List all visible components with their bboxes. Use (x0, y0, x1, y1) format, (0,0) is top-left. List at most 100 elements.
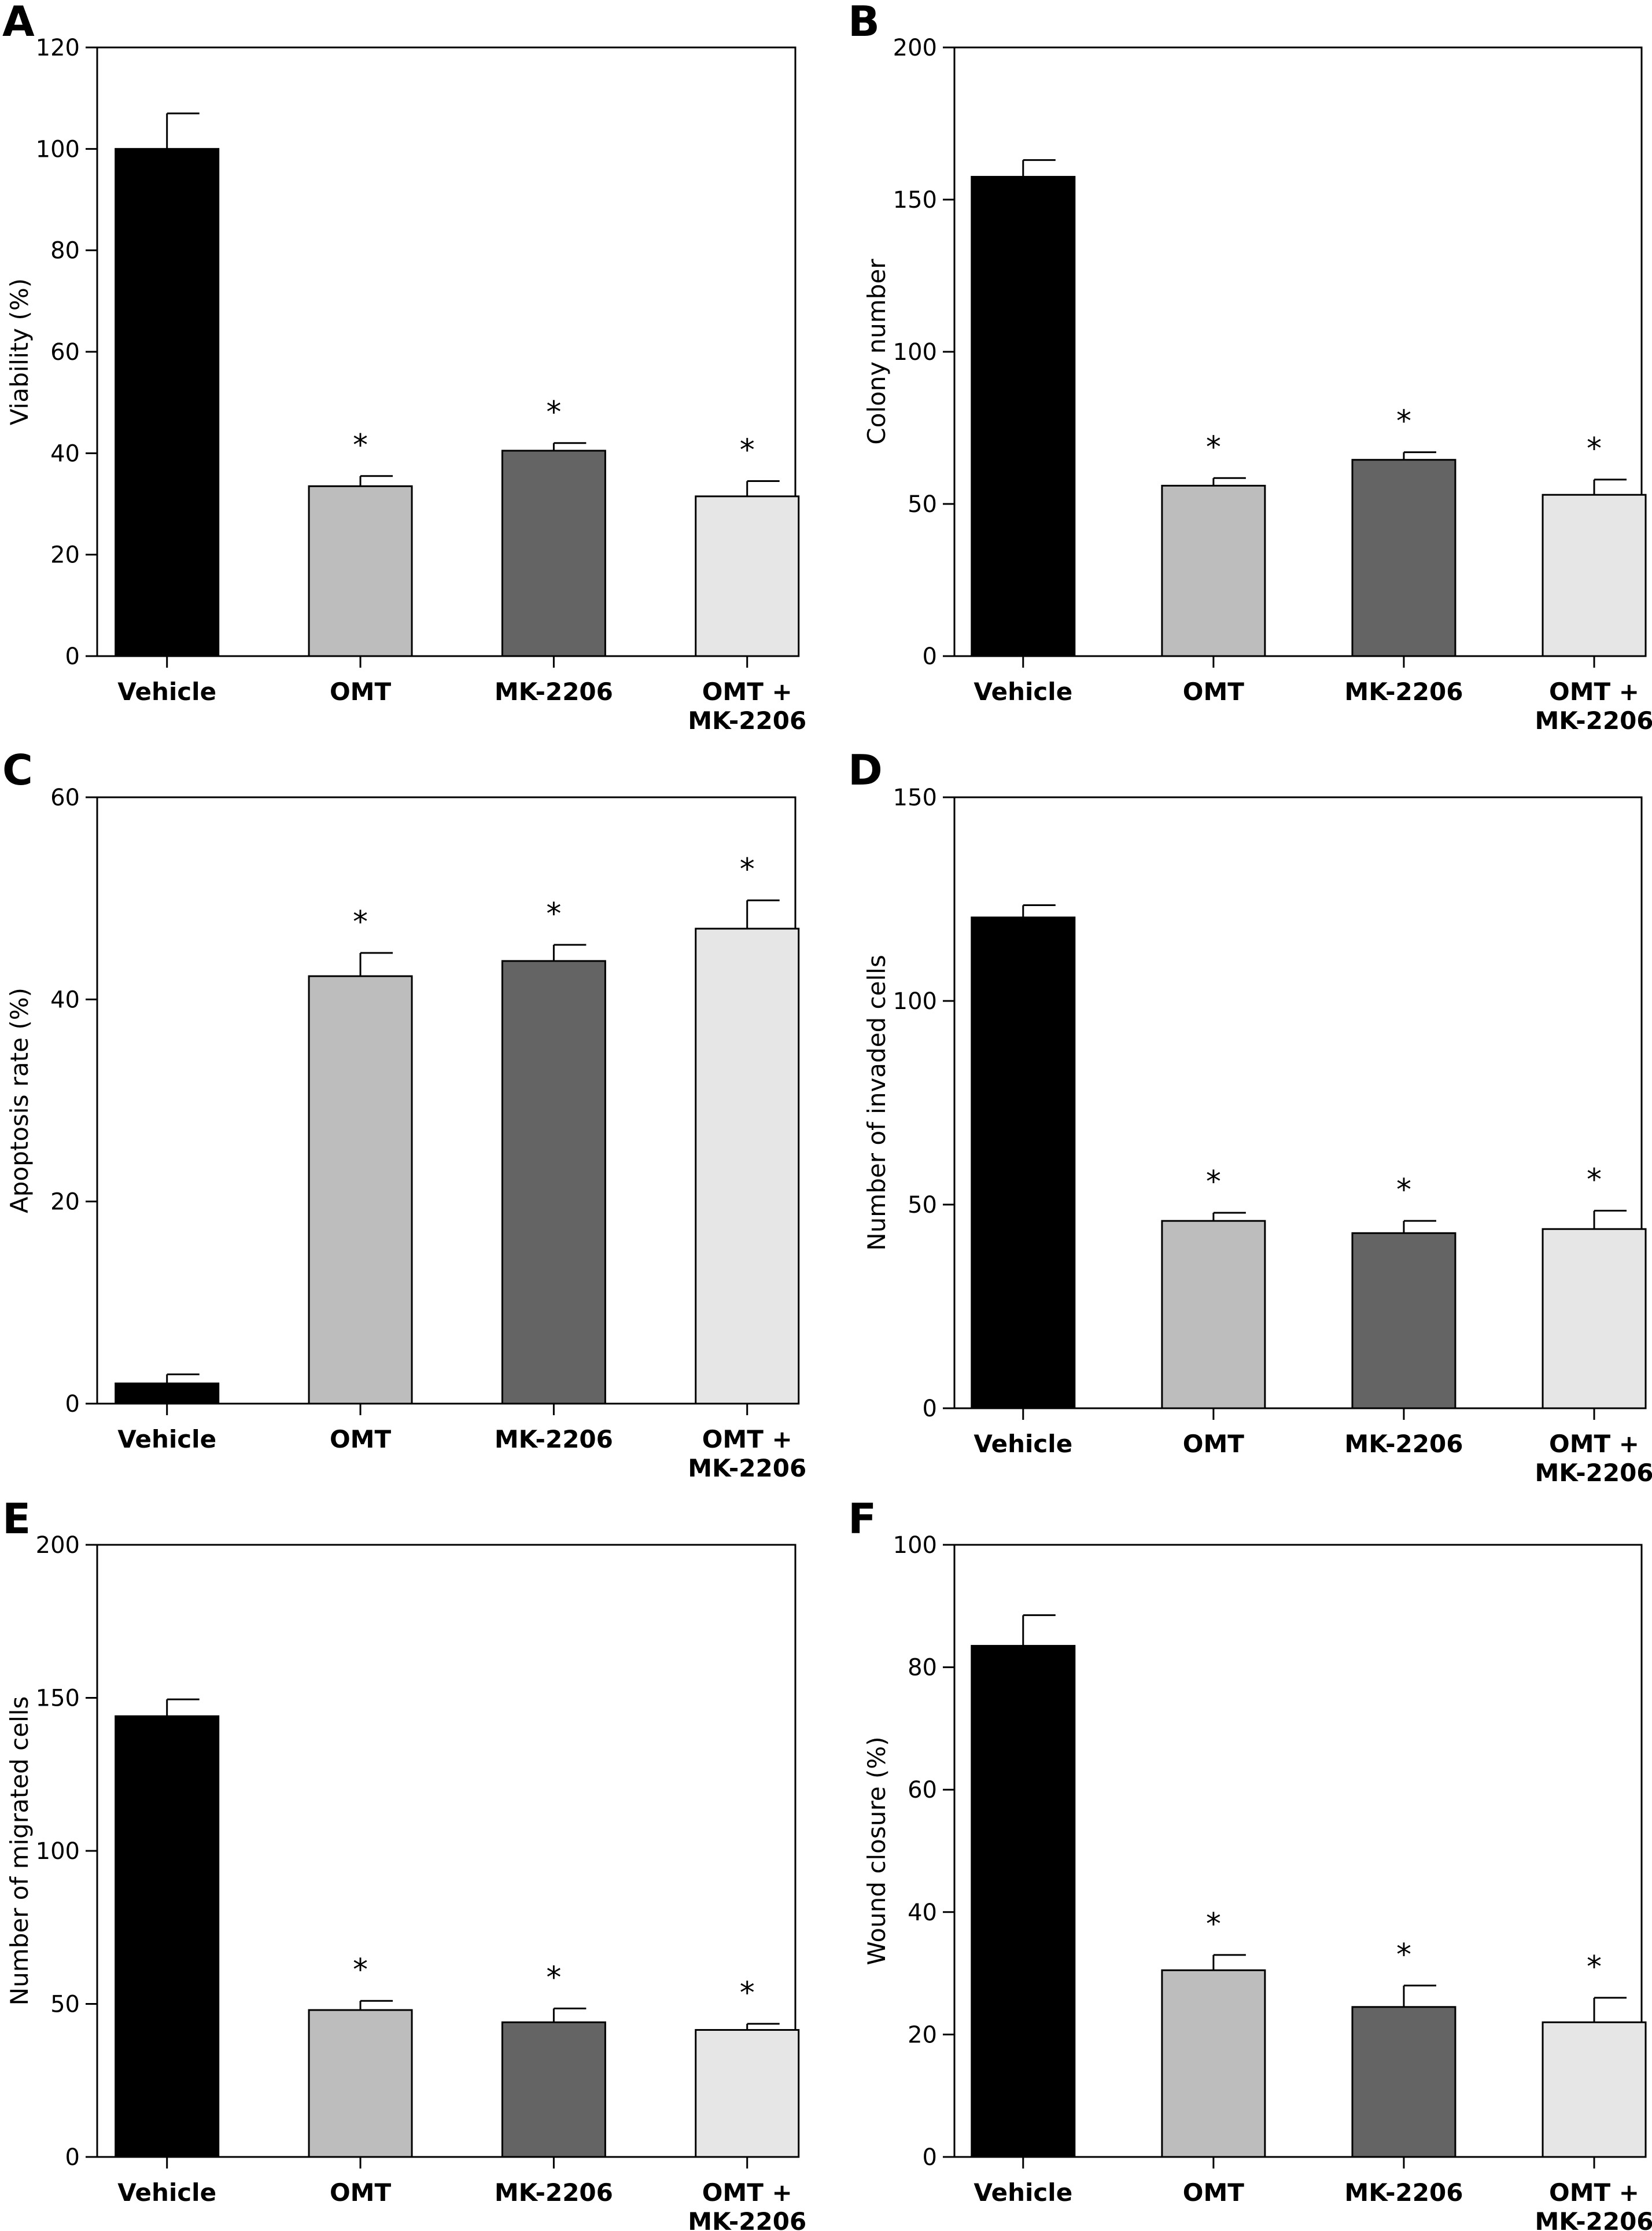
x-tick-label: OMT (1183, 678, 1244, 706)
x-tick-label: Vehicle (117, 2178, 216, 2207)
y-tick-label: 50 (50, 1991, 80, 2018)
y-tick-label: 0 (65, 1391, 80, 1418)
y-tick-label: 100 (893, 988, 937, 1015)
bar (971, 176, 1076, 657)
plot-frame (953, 796, 1643, 1409)
significance-star: * (546, 897, 561, 932)
x-tick-label: OMT (1183, 2178, 1244, 2207)
x-tick-label: MK-2206 (1344, 1430, 1463, 1458)
significance-star: * (353, 428, 368, 463)
x-tick-label: MK-2206 (688, 2207, 806, 2231)
bar (695, 927, 800, 1405)
significance-star: * (546, 395, 561, 430)
significance-star: * (1206, 1907, 1221, 1942)
bar (115, 148, 220, 657)
y-tick-label: 150 (36, 1685, 80, 1712)
panel-c: C 0 20 40 60 Apoptosis rate (%) Vehicle OMT * MK-… (2, 746, 806, 1482)
bar (1351, 459, 1456, 657)
bar (1542, 494, 1647, 657)
y-tick-label: 20 (50, 1189, 80, 1216)
y-tick-label: 40 (908, 1899, 937, 1926)
panel-letter: B (848, 0, 880, 46)
x-tick-label: Vehicle (117, 1425, 216, 1453)
y-tick-label: 150 (893, 785, 937, 811)
y-axis-label: Number of migrated cells (5, 1696, 34, 2006)
x-tick-label: Vehicle (974, 2178, 1072, 2207)
y-tick-label: 60 (50, 339, 80, 366)
bar (1161, 1969, 1266, 2158)
panel-letter: F (848, 1494, 876, 1543)
panel-letter: C (2, 746, 33, 794)
y-tick-label: 60 (908, 1777, 937, 1803)
x-tick-label: OMT (330, 678, 391, 706)
y-axis-label: Viability (%) (5, 278, 34, 425)
y-tick-label: 80 (50, 238, 80, 264)
significance-star: * (353, 1953, 368, 1987)
y-tick-label: 200 (893, 35, 937, 61)
bar (1542, 2021, 1647, 2158)
y-axis-label: Number of invaded cells (862, 955, 891, 1250)
y-tick-label: 40 (50, 986, 80, 1013)
x-tick-label: OMT (330, 1425, 391, 1453)
panel-d: D 0 50 100 150 Number of invaded cells Vehicle… (848, 746, 1652, 1487)
x-tick-label: OMT + (702, 678, 792, 706)
x-tick-label: MK-2206 (495, 678, 613, 706)
x-tick-label: OMT + (702, 2178, 792, 2207)
x-tick-label: OMT + (702, 1425, 792, 1453)
bar (971, 916, 1076, 1409)
y-tick-label: 80 (908, 1655, 937, 1681)
bar (1542, 1228, 1647, 1409)
bar (1351, 2006, 1456, 2158)
y-axis-label: Apoptosis rate (%) (5, 988, 34, 1213)
panel-letter: A (2, 0, 35, 46)
significance-star: * (1396, 1938, 1411, 1972)
x-tick-label: MK-2206 (1535, 2207, 1652, 2231)
y-tick-label: 0 (65, 2144, 80, 2171)
panel-e: E 0 50 100 150 200 Number of migrated cells Veh… (2, 1494, 806, 2231)
panel-a: A 0 20 40 60 80 100 120 Viability (%) Vehicle OMT *… (2, 0, 806, 735)
bar (501, 450, 606, 657)
y-tick-label: 150 (893, 187, 937, 213)
bar (308, 2009, 413, 2158)
x-tick-label: OMT (1183, 1430, 1244, 1458)
significance-star: * (1587, 1163, 1602, 1198)
bar (115, 1382, 220, 1405)
panel-b: B 0 50 100 150 200 Colony number Vehicle OMT * MK-… (848, 0, 1652, 735)
bar (971, 1645, 1076, 2158)
x-tick-label: MK-2206 (1344, 678, 1463, 706)
significance-star: * (1206, 1165, 1221, 1199)
significance-star: * (1396, 1173, 1411, 1207)
significance-star: * (1396, 404, 1411, 439)
y-tick-label: 0 (923, 643, 937, 670)
bar (1161, 1220, 1266, 1409)
y-tick-label: 0 (65, 643, 80, 670)
x-tick-label: Vehicle (974, 678, 1072, 706)
significance-star: * (546, 1960, 561, 1995)
significance-star: * (353, 905, 368, 940)
x-tick-label: OMT + (1549, 678, 1639, 706)
y-tick-label: 100 (893, 339, 937, 366)
bar (501, 2021, 606, 2158)
y-tick-label: 40 (50, 440, 80, 467)
bar (308, 975, 413, 1405)
significance-star: * (740, 852, 755, 887)
x-tick-label: OMT + (1549, 2178, 1639, 2207)
bar (695, 495, 800, 657)
x-tick-label: MK-2206 (1535, 706, 1652, 735)
x-tick-label: MK-2206 (495, 1425, 613, 1453)
x-tick-label: MK-2206 (1344, 2178, 1463, 2207)
y-axis-label: Wound closure (%) (862, 1736, 891, 1965)
y-tick-label: 0 (923, 2144, 937, 2171)
x-tick-label: OMT (330, 2178, 391, 2207)
y-tick-label: 0 (923, 1396, 937, 1422)
y-tick-label: 20 (50, 542, 80, 569)
x-tick-label: MK-2206 (495, 2178, 613, 2207)
y-tick-label: 60 (50, 785, 80, 811)
bar (115, 1715, 220, 2158)
significance-star: * (1206, 430, 1221, 465)
y-axis-label: Colony number (862, 259, 891, 445)
x-tick-label: Vehicle (974, 1430, 1072, 1458)
panel-letter: D (848, 746, 883, 794)
y-tick-label: 20 (908, 2022, 937, 2048)
